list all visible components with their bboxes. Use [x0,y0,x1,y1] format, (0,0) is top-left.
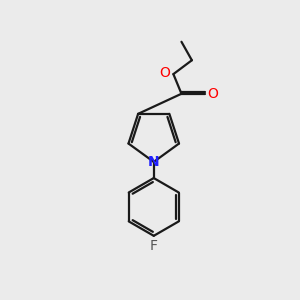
Text: O: O [160,66,171,80]
Text: F: F [150,239,158,253]
Text: O: O [207,87,218,101]
Text: N: N [148,155,160,169]
